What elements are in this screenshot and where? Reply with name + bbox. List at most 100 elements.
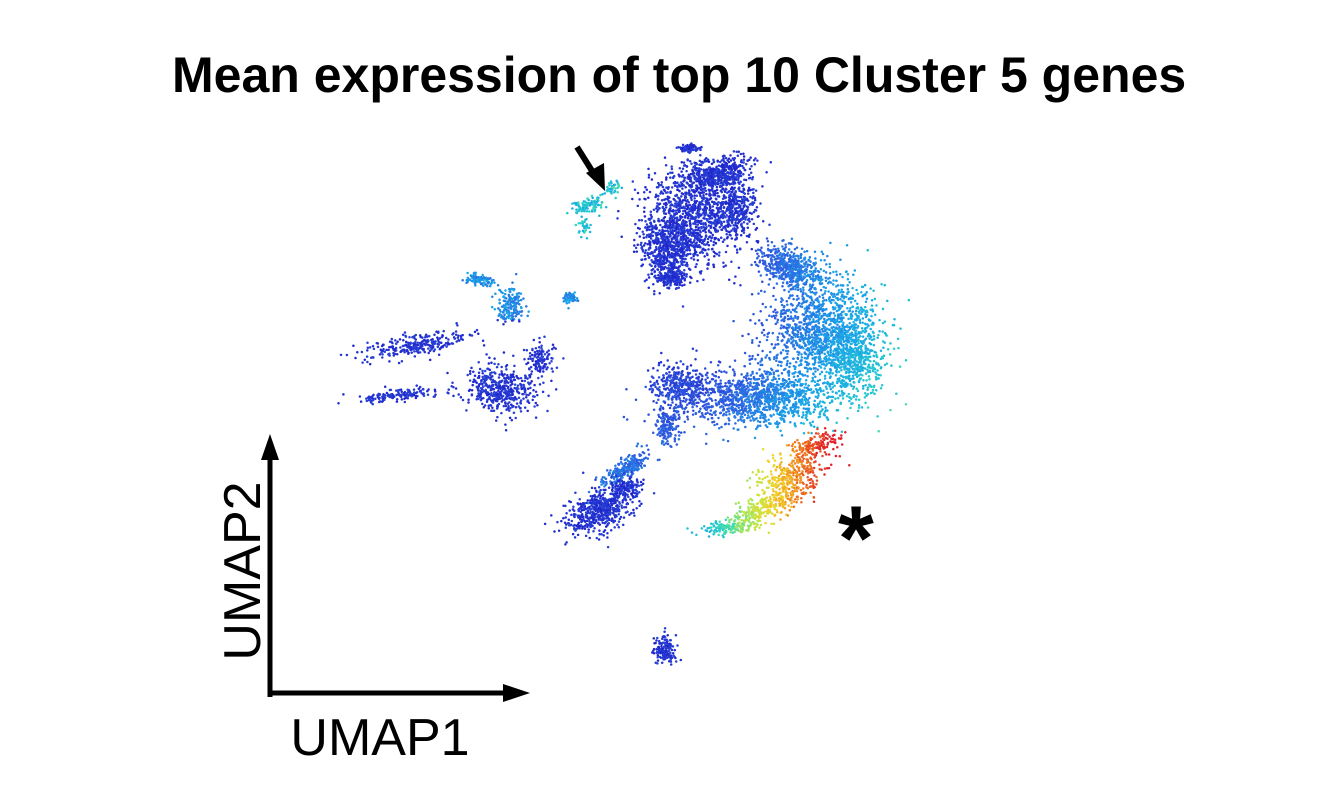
cell-point [606, 185, 609, 189]
cell-point [522, 392, 525, 396]
cell-point [620, 186, 624, 190]
cell-point [360, 350, 364, 354]
cell-point [722, 154, 726, 158]
cell-point [691, 172, 694, 176]
cell-point [477, 385, 481, 388]
cell-point [535, 356, 539, 359]
cell-point [478, 276, 481, 279]
cell-point [739, 160, 743, 163]
cell-point [724, 202, 728, 206]
cell-point [681, 167, 685, 170]
cell-point [710, 162, 714, 166]
cell-point [702, 181, 706, 185]
cell-point [769, 160, 773, 164]
cell-point [739, 219, 742, 222]
cell-point [742, 195, 745, 198]
cell-point [543, 335, 546, 339]
cell-point [537, 376, 540, 380]
cell-point [678, 283, 682, 287]
cell-point [457, 334, 460, 338]
cell-point [649, 221, 652, 225]
cell-point [737, 203, 740, 206]
cell-point [734, 197, 738, 201]
cell-point [671, 232, 675, 236]
cell-point [748, 362, 752, 365]
cell-point [667, 185, 670, 189]
cell-point [687, 173, 691, 177]
cell-point [339, 353, 343, 357]
cell-point [716, 171, 720, 175]
cell-point [589, 223, 592, 227]
cell-point [531, 398, 534, 402]
cell-point [681, 173, 685, 177]
cell-point [643, 215, 647, 218]
cell-point [461, 333, 464, 337]
cell-point [755, 205, 759, 209]
cell-point [666, 271, 670, 275]
cell-point [854, 309, 858, 313]
cell-point [721, 216, 725, 220]
cell-point [672, 245, 676, 248]
cell-point [547, 394, 550, 398]
cell-point [414, 394, 418, 398]
cell-point [447, 388, 450, 391]
cell-point [366, 349, 369, 352]
cell-point [713, 216, 717, 219]
cell-point [699, 194, 702, 198]
cell-point [445, 345, 448, 348]
cell-point [505, 380, 509, 383]
cell-point [692, 229, 695, 232]
cell-point [689, 223, 692, 226]
cell-point [508, 401, 511, 404]
cell-point [527, 393, 530, 397]
cell-point [510, 311, 514, 315]
cell-point [684, 196, 688, 199]
cell-point [721, 200, 725, 204]
cell-point [505, 308, 509, 312]
cell-point [687, 189, 691, 192]
cell-point [550, 359, 553, 363]
cell-point [694, 216, 698, 219]
cell-point [337, 402, 340, 405]
cell-point [496, 384, 499, 387]
cell-point [672, 241, 676, 244]
cell-point [718, 218, 721, 222]
cell-point [480, 379, 483, 383]
cell-point [451, 342, 455, 345]
cell-point [662, 256, 666, 259]
cell-point [732, 202, 736, 206]
cell-point [749, 156, 752, 159]
cell-point [691, 169, 695, 173]
cell-point [538, 370, 542, 373]
cell-point [673, 212, 676, 216]
cell-point [656, 231, 660, 235]
cell-point [663, 198, 666, 202]
cell-point [659, 223, 662, 227]
cell-point [650, 178, 654, 181]
cell-point [704, 230, 707, 234]
cell-point [577, 205, 581, 208]
cell-point [520, 314, 523, 317]
cell-point [611, 185, 615, 189]
cell-point [481, 372, 484, 375]
cell-point [640, 462, 643, 465]
cell-point [361, 361, 364, 364]
cell-point [413, 350, 416, 353]
cell-point [706, 158, 710, 161]
cell-point [682, 245, 685, 249]
cell-point [694, 178, 698, 181]
cell-point [870, 298, 874, 302]
cell-point [759, 202, 762, 205]
cell-point [687, 150, 690, 154]
cell-point [636, 204, 640, 208]
cell-point [664, 212, 668, 216]
cell-point [613, 183, 617, 187]
cell-point [479, 382, 483, 385]
cell-point [819, 268, 823, 271]
cell-point [650, 224, 653, 228]
cell-point [697, 174, 701, 178]
cell-point [677, 413, 681, 417]
cell-point [641, 230, 644, 234]
cell-point [490, 279, 494, 282]
cell-point [706, 168, 709, 171]
